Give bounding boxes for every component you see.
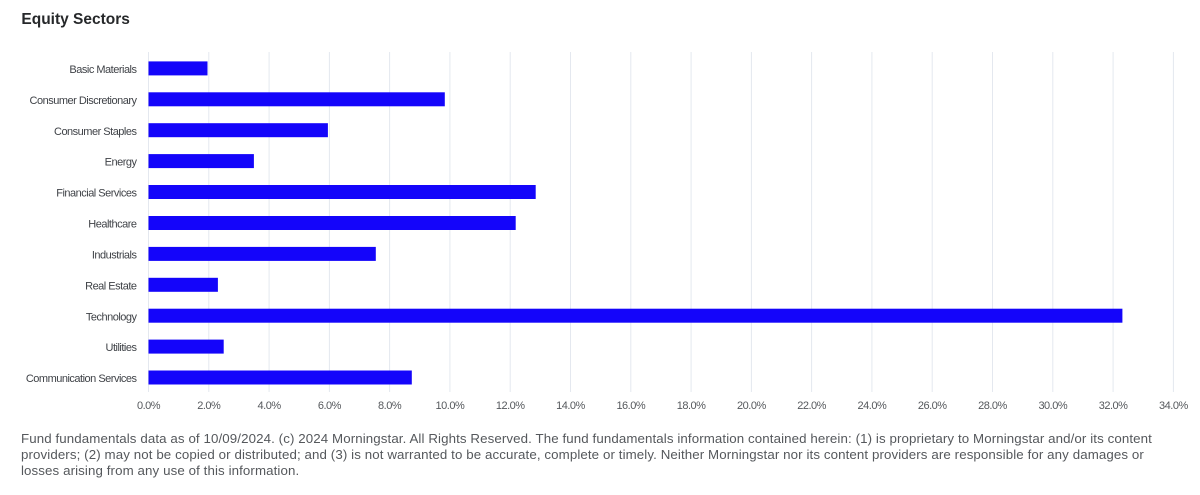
- svg-text:26.0%: 26.0%: [918, 400, 947, 412]
- svg-text:16.0%: 16.0%: [616, 400, 645, 412]
- svg-text:Healthcare: Healthcare: [88, 219, 137, 231]
- svg-text:14.0%: 14.0%: [556, 400, 585, 412]
- svg-text:Industrials: Industrials: [92, 250, 138, 262]
- svg-text:10.0%: 10.0%: [436, 400, 465, 412]
- svg-text:Consumer Staples: Consumer Staples: [54, 126, 137, 138]
- svg-text:12.0%: 12.0%: [496, 400, 525, 412]
- svg-text:2.0%: 2.0%: [197, 400, 221, 412]
- svg-text:Communication Services: Communication Services: [26, 373, 138, 385]
- svg-text:0.0%: 0.0%: [137, 400, 161, 412]
- svg-text:24.0%: 24.0%: [858, 400, 887, 412]
- svg-text:Consumer Discretionary: Consumer Discretionary: [30, 95, 138, 107]
- svg-text:20.0%: 20.0%: [737, 400, 766, 412]
- svg-text:34.0%: 34.0%: [1159, 400, 1188, 412]
- svg-text:8.0%: 8.0%: [378, 400, 402, 412]
- svg-text:4.0%: 4.0%: [258, 400, 282, 412]
- svg-text:30.0%: 30.0%: [1038, 400, 1067, 412]
- svg-text:6.0%: 6.0%: [318, 400, 342, 412]
- svg-text:Financial Services: Financial Services: [56, 188, 137, 200]
- svg-text:32.0%: 32.0%: [1099, 400, 1128, 412]
- svg-text:Basic Materials: Basic Materials: [69, 64, 137, 76]
- svg-text:Utilities: Utilities: [106, 342, 138, 354]
- svg-text:18.0%: 18.0%: [677, 400, 706, 412]
- svg-text:Real Estate: Real Estate: [85, 280, 137, 292]
- svg-text:Technology: Technology: [86, 311, 138, 323]
- svg-text:22.0%: 22.0%: [797, 400, 826, 412]
- svg-text:28.0%: 28.0%: [978, 400, 1007, 412]
- svg-text:Energy: Energy: [105, 157, 138, 169]
